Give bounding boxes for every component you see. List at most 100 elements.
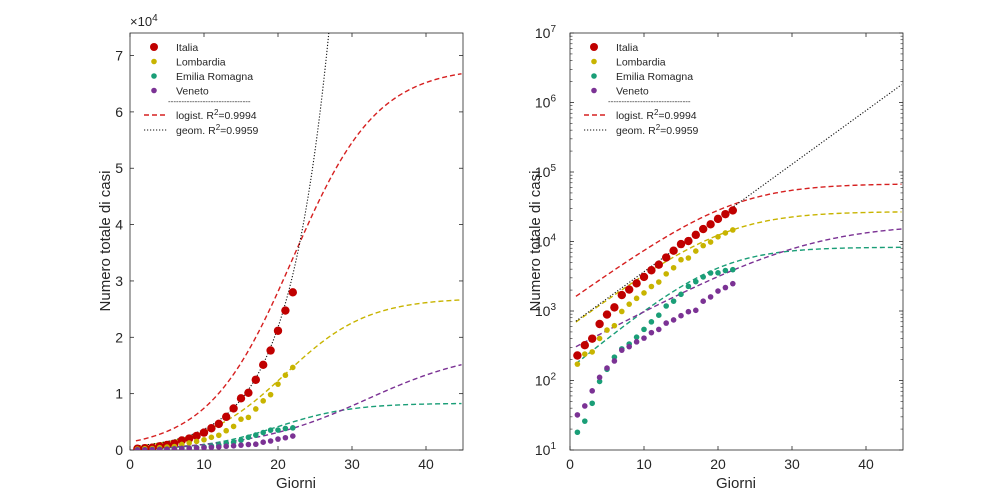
- data-point-italia: [177, 436, 186, 445]
- data-point-veneto: [179, 445, 185, 450]
- data-point-emilia-romagna: [693, 278, 699, 285]
- data-point-lombardia: [678, 256, 684, 263]
- data-point-italia: [588, 334, 597, 343]
- x-tick-label: 0: [566, 456, 574, 472]
- legend-marker: [590, 43, 598, 51]
- data-point-veneto: [589, 388, 595, 394]
- data-point-veneto: [216, 444, 222, 450]
- data-point-veneto: [730, 280, 736, 287]
- data-point-emilia-romagna: [641, 326, 647, 333]
- data-point-lombardia: [700, 242, 706, 249]
- legend-separator: -------------------------------: [168, 97, 251, 106]
- geometric-fit-italia: [575, 84, 902, 322]
- legend-fit-label: logist. R2=0.9994: [616, 108, 697, 122]
- data-point-italia: [244, 388, 253, 398]
- legend-label: Lombardia: [176, 57, 226, 69]
- x-tick-label: 30: [344, 456, 360, 472]
- data-point-veneto: [604, 365, 610, 371]
- y-tick-label: 104: [535, 233, 557, 250]
- legend-separator: -------------------------------: [608, 97, 691, 106]
- data-point-lombardia: [656, 279, 662, 285]
- data-point-lombardia: [693, 248, 699, 254]
- data-point-italia: [580, 341, 589, 350]
- x-axis-label: Giorni: [276, 475, 316, 492]
- data-point-italia: [595, 319, 604, 329]
- data-point-veneto: [582, 403, 588, 409]
- legend-label: Italia: [616, 42, 638, 54]
- data-point-veneto: [700, 298, 706, 304]
- data-point-veneto: [238, 442, 244, 448]
- data-point-lombardia: [574, 361, 581, 367]
- legend-label: Veneto: [176, 86, 209, 98]
- data-point-emilia-romagna: [656, 312, 662, 319]
- data-point-lombardia: [230, 423, 237, 430]
- data-point-veneto: [267, 438, 274, 444]
- data-point-emilia-romagna: [260, 429, 267, 436]
- logistic-fit-lombardia: [575, 211, 902, 323]
- data-point-lombardia: [722, 230, 729, 236]
- data-point-italia: [222, 412, 231, 422]
- data-point-veneto: [275, 436, 281, 442]
- y-tick-label: 3: [115, 273, 123, 289]
- y-tick-label: 2: [115, 329, 123, 345]
- data-point-veneto: [574, 412, 581, 418]
- data-point-italia: [676, 239, 686, 249]
- data-point-veneto: [201, 444, 207, 450]
- data-point-italia: [669, 246, 678, 255]
- data-point-italia: [639, 272, 649, 282]
- data-point-veneto: [641, 335, 647, 341]
- data-point-italia: [266, 346, 275, 355]
- data-point-lombardia: [633, 295, 640, 302]
- data-point-veneto: [656, 326, 662, 333]
- y-tick-label: 0: [115, 442, 123, 458]
- data-point-lombardia: [619, 308, 625, 315]
- data-point-veneto: [156, 446, 163, 450]
- legend-fit-label: geom. R2=0.9959: [616, 123, 699, 137]
- data-point-lombardia: [715, 233, 721, 240]
- data-point-veneto: [715, 288, 721, 294]
- data-point-emilia-romagna: [730, 266, 736, 273]
- data-point-italia: [721, 209, 730, 219]
- x-axis-label: Giorni: [716, 475, 756, 492]
- data-point-emilia-romagna: [678, 291, 684, 298]
- data-point-veneto: [685, 308, 692, 315]
- data-point-lombardia: [641, 290, 647, 296]
- legend-label: Italia: [176, 42, 198, 54]
- data-point-lombardia: [626, 301, 632, 307]
- data-point-emilia-romagna: [722, 267, 729, 274]
- y-tick-label: 106: [535, 94, 557, 111]
- data-point-lombardia: [267, 391, 274, 398]
- plot-area: [129, 32, 464, 451]
- data-point-veneto: [171, 446, 178, 450]
- data-point-lombardia: [223, 427, 229, 434]
- x-tick-label: 20: [270, 456, 286, 472]
- y-tick-label: 6: [115, 104, 123, 120]
- data-point-emilia-romagna: [574, 429, 581, 436]
- data-point-italia: [684, 236, 693, 246]
- legend-label: Veneto: [616, 86, 649, 98]
- data-point-veneto: [134, 447, 141, 450]
- data-point-lombardia: [238, 416, 244, 422]
- data-point-veneto: [230, 443, 237, 449]
- data-point-italia: [259, 360, 268, 370]
- plot-area: [569, 32, 904, 451]
- logistic-fit-lombardia: [135, 299, 462, 447]
- legend-marker: [150, 43, 158, 51]
- data-point-veneto: [678, 312, 684, 319]
- data-point-veneto: [648, 329, 655, 336]
- data-point-italia: [273, 326, 283, 335]
- data-point-lombardia: [253, 406, 259, 412]
- data-point-lombardia: [193, 438, 200, 445]
- log-chart: 0 10 20 30 40 101 102 103 104 105 106 107 Giorni Nu…: [527, 24, 904, 492]
- y-tick-label: 101: [535, 441, 557, 458]
- data-point-emilia-romagna: [245, 434, 252, 441]
- data-point-veneto: [626, 343, 632, 350]
- legend-label: Lombardia: [616, 57, 666, 69]
- y-tick-label: 105: [535, 163, 557, 180]
- data-point-veneto: [208, 444, 215, 450]
- data-point-emilia-romagna: [589, 400, 595, 407]
- data-point-veneto: [633, 339, 640, 345]
- data-point-italia: [706, 220, 715, 229]
- data-point-italia: [251, 375, 260, 384]
